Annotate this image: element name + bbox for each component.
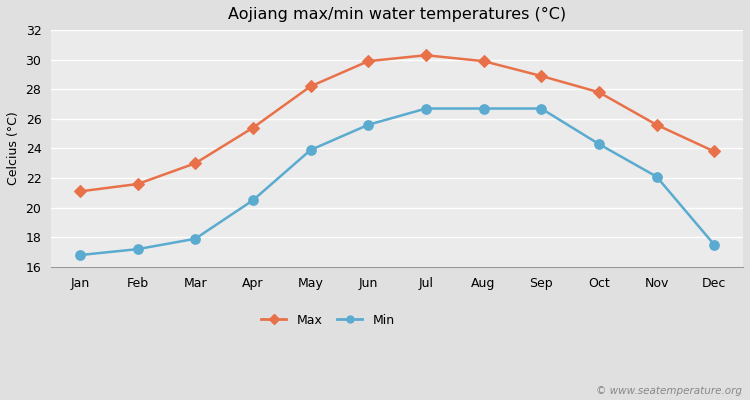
Y-axis label: Celcius (°C): Celcius (°C) — [7, 112, 20, 185]
Point — [189, 160, 201, 166]
Point — [131, 246, 143, 252]
Point — [650, 122, 662, 128]
Point — [362, 122, 374, 128]
Text: © www.seatemperature.org: © www.seatemperature.org — [596, 386, 742, 396]
Point — [650, 174, 662, 180]
Point — [478, 105, 490, 112]
Point — [536, 105, 548, 112]
Point — [708, 148, 720, 155]
Point — [593, 141, 605, 147]
Point — [189, 236, 201, 242]
Point — [536, 73, 548, 79]
Point — [304, 83, 316, 90]
Title: Aojiang max/min water temperatures (°C): Aojiang max/min water temperatures (°C) — [228, 7, 566, 22]
Point — [74, 188, 86, 195]
Point — [420, 105, 432, 112]
Point — [247, 197, 259, 204]
Point — [362, 58, 374, 64]
Point — [708, 242, 720, 248]
Point — [478, 58, 490, 64]
Point — [420, 52, 432, 58]
Point — [74, 252, 86, 258]
Point — [247, 124, 259, 131]
Point — [593, 89, 605, 96]
Point — [131, 181, 143, 187]
Point — [304, 147, 316, 153]
Legend: Max, Min: Max, Min — [256, 309, 400, 332]
